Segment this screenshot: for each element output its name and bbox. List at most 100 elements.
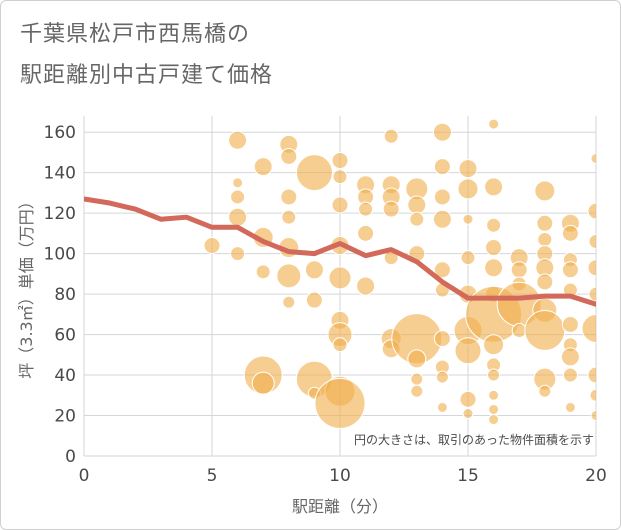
x-tick-label: 5 [207,466,218,486]
bubble-point [314,377,366,429]
bubble-point [561,224,579,242]
bubble-point [488,403,500,415]
bubble-point [358,201,374,217]
y-axis-label: 坪（3.3㎡）単価（万円） [17,193,36,378]
chart-title-line1: 千葉県松戸市西馬橋の [20,22,251,47]
bubble-point [251,371,275,395]
bubble-point [459,390,477,408]
bubble-point [255,264,271,280]
bubble-point [409,211,425,227]
bubble-point [488,414,500,426]
bubble-point [230,246,246,262]
trend [84,196,596,307]
bubble-point [524,310,566,352]
bubble-point [488,389,500,401]
bubble-point [332,337,348,353]
bubble-point [458,159,478,179]
bubble-point [436,401,448,413]
y-tick-label: 160 [44,123,76,143]
x-tick-label: 15 [457,466,479,486]
bubble-point [332,169,348,185]
bubble-point [588,233,596,249]
bubble-point [462,213,474,225]
bubble-point [228,207,248,227]
bubble-point [383,128,399,144]
bubble-point [484,258,504,278]
bubble-point [488,118,500,130]
bubble-point [281,209,297,225]
average-price-line [84,196,596,307]
bubble-point [432,209,452,229]
bubble-point [305,291,323,309]
bubble-point [487,368,501,382]
y-tick-label: 100 [44,245,76,265]
bubble-point [560,347,580,367]
bubble-point [328,266,352,290]
bubble-point [587,366,596,384]
bubble-point [407,349,427,369]
bubbles [203,118,596,429]
bubble-point [253,157,273,177]
bubble-point [282,295,296,309]
chart-title-line2: 駅距離別中古戸建て価格 [20,63,274,88]
y-tick-label: 0 [65,447,76,467]
bubble-point [587,259,596,277]
bubble-point [462,408,474,419]
bubble-point [457,178,479,200]
bubble-point [280,147,298,165]
bubble-point [534,180,556,202]
x-axis-label: 駅距離（分） [292,497,388,516]
bubble-point [587,202,596,220]
bubble-point [460,250,476,266]
bubble-point [280,188,298,206]
bubble-point [304,260,324,280]
bubble-point [331,152,349,170]
bubble-point [203,237,221,255]
bubble-point [589,388,596,402]
bubble-point [536,214,554,232]
bubble-point [537,231,553,247]
size-note: 円の大きさは、取引のあった物件面積を示す [354,432,594,447]
bubble-point [356,276,376,296]
ticks: 0 20 40 60 80 100 120 140 160 0 5 10 15 20 [44,123,607,486]
bubble-point [588,286,596,302]
bubble-point [433,261,451,279]
bubble-point [435,370,449,384]
y-tick-label: 80 [54,285,76,305]
bubble-point [232,177,244,189]
bubble-point [561,261,579,279]
x-tick-label: 10 [329,466,351,486]
bubble-point [590,153,596,164]
bubble-point [484,177,504,197]
y-tick-label: 20 [54,407,76,427]
bubble-point [561,315,579,333]
bubble-point [228,130,248,150]
bubble-point [432,122,452,142]
bubble-point [454,337,482,365]
bubble-point [295,154,333,192]
bubble-point [538,384,552,398]
bubble-point [276,263,302,289]
y-tick-label: 60 [54,326,76,346]
bubble-point [590,410,596,422]
bubble-point [486,217,502,233]
bubble-point [407,195,427,215]
y-tick-label: 120 [44,204,76,224]
bubble-point [230,189,246,205]
bubble-point [483,334,505,356]
bubble-point [536,273,554,291]
bubble-point [357,224,375,242]
bubble-point [433,330,451,348]
y-tick-label: 40 [54,366,76,386]
bubble-point [433,188,451,206]
bubble-point [562,367,578,383]
y-tick-label: 140 [44,164,76,184]
bubble-point [564,401,576,413]
bubble-point [581,314,596,343]
bubble-point [382,200,400,218]
x-tick-label: 0 [79,466,90,486]
bubble-point [331,196,349,214]
bubble-point [485,239,503,257]
bubble-point [410,372,424,386]
